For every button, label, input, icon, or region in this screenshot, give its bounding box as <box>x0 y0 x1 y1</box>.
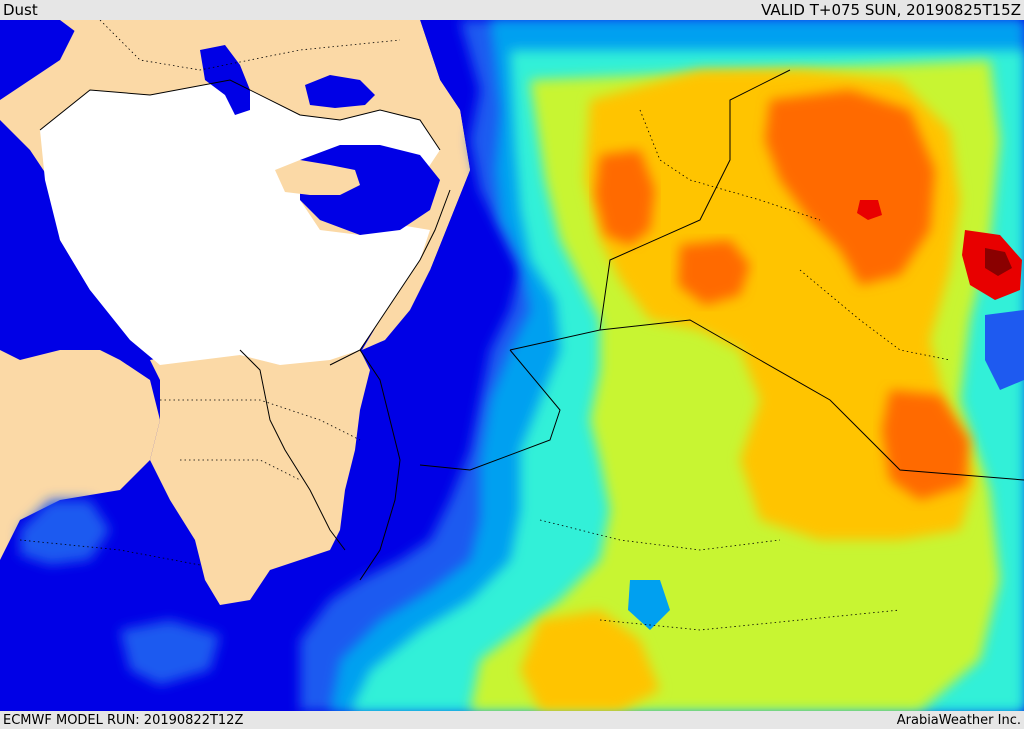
dust-north-patch-1 <box>200 45 250 115</box>
dust-pocket-south <box>628 580 670 630</box>
dust-map[interactable] <box>0 20 1024 711</box>
land-levant <box>60 20 470 350</box>
credit-label: ArabiaWeather Inc. <box>896 712 1021 728</box>
dust-level-8a <box>857 200 882 220</box>
dust-level-7b <box>595 150 655 245</box>
dust-level-7d <box>882 390 970 500</box>
dust-level-9 <box>985 248 1012 276</box>
dust-level-7c <box>678 240 750 305</box>
product-title: Dust <box>3 1 38 19</box>
land-cyprus <box>275 160 360 195</box>
borders <box>39 69 1024 581</box>
land-egypt <box>150 350 370 605</box>
dust-level-7a <box>765 90 935 285</box>
dust-north-patch-2 <box>305 75 375 108</box>
footer-bar: ECMWF MODEL RUN: 20190822T12Z ArabiaWeat… <box>0 711 1024 729</box>
dust-map-canvas <box>0 20 1024 711</box>
dust-pocket-east <box>985 310 1024 390</box>
valid-time-label: VALID T+075 SUN, 20190825T15Z <box>761 1 1021 19</box>
internal-borders <box>19 20 951 631</box>
model-run-label: ECMWF MODEL RUN: 20190822T12Z <box>3 712 244 728</box>
header-bar: Dust VALID T+075 SUN, 20190825T15Z <box>0 0 1024 20</box>
